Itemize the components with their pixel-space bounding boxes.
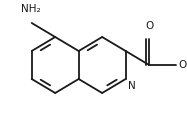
Text: NH₂: NH₂ [21,4,41,14]
Text: O: O [178,60,186,70]
Text: O: O [145,21,153,31]
Text: N: N [128,81,135,91]
